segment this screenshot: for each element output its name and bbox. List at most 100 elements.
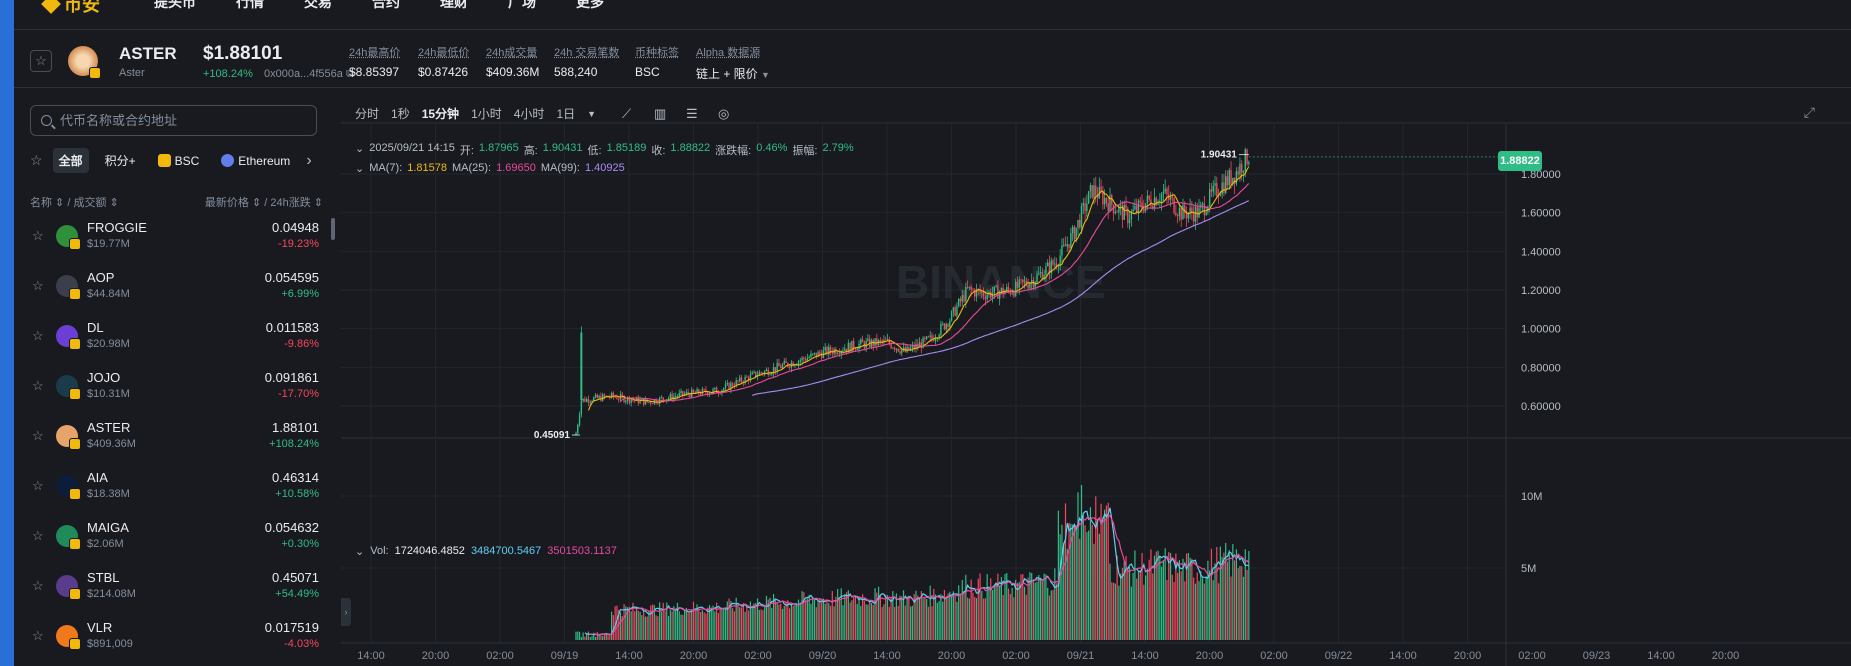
row-star-icon[interactable]: ☆ [32, 278, 44, 293]
search-box[interactable] [30, 105, 317, 136]
candle-body [591, 401, 593, 402]
volume-bar [611, 611, 613, 640]
target-icon[interactable]: ◎ [718, 105, 730, 121]
chevron-down-icon[interactable]: ▼ [761, 70, 770, 80]
kline-chart[interactable]: 14:00 20:00 02:00 09/19 14:00 20:00 02:00 09/20… [341, 90, 1851, 666]
collapse-vol-icon[interactable]: ⌄ [355, 546, 365, 558]
candle-body [1095, 185, 1097, 196]
volume-bar [600, 634, 602, 640]
favorites-star-icon[interactable]: ☆ [30, 152, 43, 168]
stat-label: 币种标签 [635, 47, 679, 59]
candle-body [635, 397, 638, 401]
row-star-icon[interactable]: ☆ [32, 328, 44, 343]
candle-type-icon[interactable]: ▥ [654, 105, 667, 121]
token-row[interactable]: ☆ AIA $18.38M 0.46314 +10.58% [14, 462, 339, 512]
timeframe-dropdown-icon[interactable]: ▼ [587, 108, 597, 119]
settings-icon[interactable]: ☰ [686, 105, 698, 121]
row-star-icon[interactable]: ☆ [32, 528, 44, 543]
token-row[interactable]: ☆ VLR $891,009 0.017519 -4.03% [14, 612, 339, 662]
volume-bar [1189, 557, 1191, 640]
nav-item-6[interactable]: 更多 [576, 0, 604, 10]
row-star-icon[interactable]: ☆ [32, 228, 44, 243]
token-price: 0.054632 [264, 520, 319, 535]
volume-bar [1177, 572, 1179, 640]
filter-points[interactable]: 积分+ [104, 154, 136, 168]
volume-bar [1004, 574, 1006, 640]
volume-bar [838, 599, 841, 640]
row-star-icon[interactable]: ☆ [32, 378, 44, 393]
contract-address[interactable]: 0x000a...4f556a ⧉ [264, 68, 354, 81]
indicator-icon[interactable]: ⟋ [622, 105, 632, 121]
candle-body [1166, 188, 1168, 195]
favorite-star-icon[interactable]: ☆ [30, 50, 52, 72]
token-row[interactable]: ☆ AOP $44.84M 0.054595 +6.99% [14, 262, 339, 312]
nav-item-5[interactable]: 广场 [508, 0, 536, 10]
candle-body [879, 340, 882, 341]
token-row[interactable]: ☆ ASTER $409.36M 1.88101 +108.24% [14, 412, 339, 462]
x-tick-label: 02:00 [486, 650, 514, 662]
token-change: +6.99% [281, 288, 319, 300]
sort-price-change[interactable]: 最新价格 ⇕ / 24h涨跌 ⇕ [204, 197, 323, 209]
collapse-ma-icon[interactable]: ⌄ [355, 163, 365, 175]
timeframe-1[interactable]: 1秒 [391, 107, 410, 121]
candle-body [758, 372, 761, 376]
nav-item-4[interactable]: 理财 [440, 0, 468, 10]
timeframe-4[interactable]: 4小时 [513, 107, 545, 121]
token-row[interactable]: ☆ FROGGIE $19.77M 0.04948 -19.23% [14, 212, 339, 262]
sidebar-collapse-icon[interactable]: › [341, 598, 351, 626]
row-star-icon[interactable]: ☆ [32, 478, 44, 493]
volume-bar [787, 600, 789, 640]
list-scrollbar[interactable] [331, 218, 335, 240]
volume-bar [735, 597, 737, 640]
nav-item-1[interactable]: 行情 [236, 0, 264, 10]
stat-value[interactable]: 链上 + 限价 ▼ [696, 65, 770, 82]
volume-bar [965, 574, 967, 640]
candle-body [630, 399, 632, 403]
nav-item-0[interactable]: 提头币 [154, 0, 196, 10]
candle-body [1034, 282, 1036, 287]
y-tick-label: 1.80000 [1521, 169, 1561, 181]
nav-item-3[interactable]: 合约 [372, 0, 400, 10]
volume-bar [751, 606, 753, 640]
candle-body [735, 380, 737, 387]
token-row[interactable]: ☆ MAIGA $2.06M 0.054632 +0.30% [14, 512, 339, 562]
nav-item-2[interactable]: 交易 [304, 0, 332, 10]
token-symbol: VLR [87, 620, 113, 635]
collapse-legend-icon[interactable]: ⌄ [355, 143, 365, 155]
volume-bar [854, 595, 857, 640]
timeframe-2[interactable]: 15分钟 [421, 107, 460, 121]
binance-logo[interactable]: 币安 [41, 0, 100, 17]
volume-bar [865, 604, 867, 640]
filter-all[interactable]: 全部 [52, 148, 89, 173]
candle-body [1011, 293, 1013, 295]
filter-bsc[interactable]: BSC [152, 150, 206, 172]
filter-ethereum[interactable]: Ethereum [215, 150, 296, 172]
volume-bar [837, 589, 839, 640]
candle-body [1013, 293, 1015, 296]
row-star-icon[interactable]: ☆ [32, 578, 44, 593]
copy-icon[interactable]: ⧉ [345, 68, 354, 80]
token-volume: $20.98M [87, 338, 130, 350]
row-star-icon[interactable]: ☆ [32, 428, 44, 443]
token-row[interactable]: ☆ JOJO $10.31M 0.091861 -17.70% [14, 362, 339, 412]
candle-body [1111, 195, 1113, 206]
timeframe-3[interactable]: 1小时 [471, 107, 502, 121]
fullscreen-icon[interactable]: ⤢ [1803, 104, 1815, 120]
token-row[interactable]: ☆ STBL $214.08M 0.45071 +54.49% [14, 562, 339, 612]
sort-name-volume[interactable]: 名称 ⇕ / 成交额 ⇕ [30, 197, 119, 209]
token-row[interactable]: ☆ DL $20.98M 0.011583 -9.86% [14, 312, 339, 362]
candle-body [1203, 203, 1206, 215]
token-symbol: ASTER [87, 420, 131, 435]
timeframe-0[interactable]: 分时 [355, 107, 380, 121]
candle-body [870, 340, 873, 347]
candle-body [1189, 207, 1191, 213]
token-symbol: ASTER [119, 44, 177, 63]
row-star-icon[interactable]: ☆ [32, 628, 44, 643]
search-input[interactable] [60, 113, 300, 128]
volume-bar [767, 599, 769, 640]
volume-bar [721, 607, 723, 640]
volume-bar [708, 605, 711, 640]
candle-body [934, 338, 937, 341]
chevron-right-icon[interactable]: › [306, 151, 312, 169]
timeframe-5[interactable]: 1日 [556, 107, 576, 121]
